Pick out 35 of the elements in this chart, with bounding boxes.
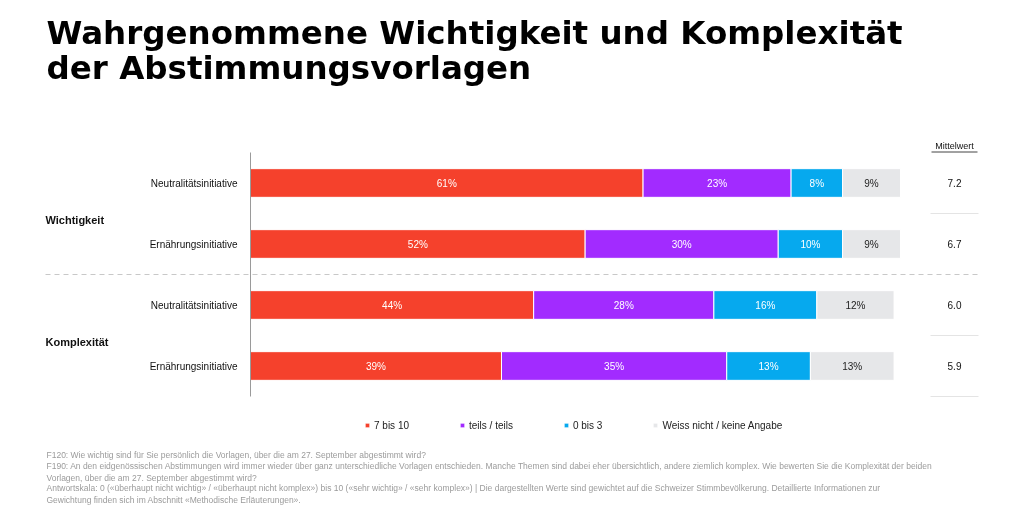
- data-label: 28%: [613, 299, 634, 311]
- text: Wichtigkeit: [45, 213, 105, 226]
- data-label: 23%: [707, 177, 728, 189]
- legend-label: teils / teils: [469, 419, 513, 431]
- text: Mittelwert: [935, 140, 975, 151]
- legend-label: 7 bis 10: [374, 419, 410, 431]
- y-tick-label: Neutralitätsinitiative: [150, 177, 238, 189]
- data-label: 61%: [436, 177, 457, 189]
- y-tick-label: Neutralitätsinitiative: [150, 299, 238, 311]
- data-label: 39%: [365, 360, 387, 372]
- data-label: 30%: [671, 238, 692, 250]
- data-label: 8%: [809, 177, 825, 189]
- text: 6.7: [947, 239, 962, 250]
- legend-label: Weiss nicht / keine Angabe: [662, 419, 783, 431]
- data-label: 52%: [407, 238, 428, 250]
- data-label: 12%: [845, 299, 866, 311]
- text: F120: Wie wichtig sind für Sie persönlich die Vorlagen, über die am 27. September abgestimmt wird?: [46, 449, 427, 460]
- data-label: 9%: [864, 238, 879, 250]
- text: 5.9: [947, 361, 962, 372]
- chart-title: Wahrgenommene Wichtigkeit und Komplexität der Abstimmungsvorlagen: [46, 13, 903, 88]
- data-label: 13%: [842, 360, 863, 372]
- text: 7.2: [947, 178, 962, 189]
- data-label: 35%: [604, 360, 625, 372]
- data-label: 44%: [382, 299, 403, 311]
- y-tick-label: Ernährungsinitiative: [149, 238, 238, 250]
- data-label: 13%: [758, 360, 779, 372]
- legend-label: 0 bis 3: [572, 419, 603, 431]
- data-label: 9%: [864, 177, 879, 189]
- y-tick-label: Ernährungsinitiative: [149, 360, 238, 372]
- text: Komplexität: [45, 335, 109, 348]
- text: Antwortskala: 0 («überhaupt nicht wichtig» / «überhaupt nicht komplex») bis 10 («sehr wichtig» / «sehr komplex») | Die dargestellten Werte sind gewichtet auf die Schweizer Stimmbevölkerung. Detaillierte Informationen zur Gewichtung finden sich im Abschnitt «Methodische Erläuterungen».: [46, 483, 881, 505]
- data-label: 16%: [755, 299, 776, 311]
- text: F190: An den eidgenössischen Abstimmungen wird immer wieder über ganz unterschiedliche Vorlagen entschieden. Manche Themen sind dabei eher übersichtlich, andere ziemlich komplex. Wie bewerten Sie die Komplexität der beiden Vorlagen, über die am 27. September abgestimmt wird?: [46, 461, 933, 483]
- text: 6.0: [947, 300, 962, 311]
- data-label: 10%: [800, 238, 821, 250]
